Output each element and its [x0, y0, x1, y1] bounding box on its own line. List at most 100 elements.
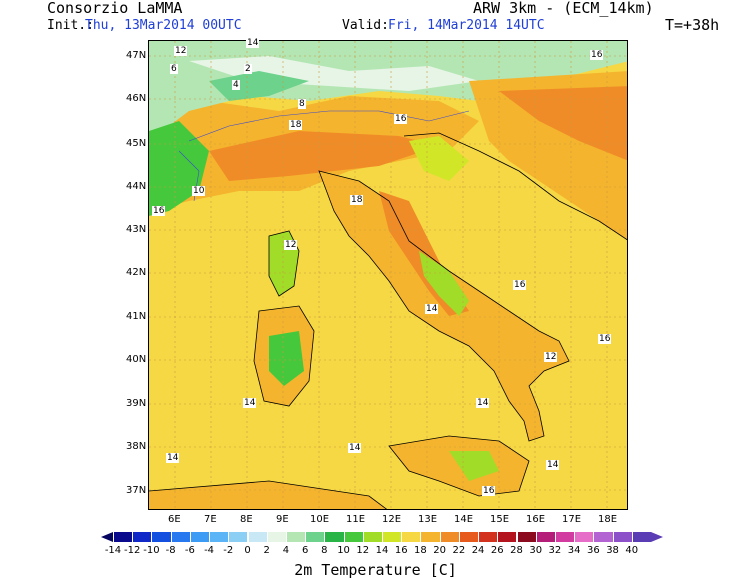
colorbar-tick-label: 22	[452, 545, 466, 556]
temp-label: 14	[246, 38, 260, 48]
colorbar-swatch	[535, 532, 555, 542]
lon-label: 15E	[490, 514, 510, 525]
lat-label: 44N	[126, 181, 147, 192]
temp-label: 8	[298, 99, 306, 109]
colorbar-swatch	[285, 532, 306, 542]
colorbar-tick-label: 24	[471, 545, 485, 556]
lat-label: 46N	[126, 93, 147, 104]
temp-label: 14	[546, 460, 560, 470]
colorbar-swatch	[209, 532, 229, 542]
colorbar-tick-label: -2	[223, 545, 234, 556]
valid-value: Fri, 14Mar2014 14UTC	[388, 18, 545, 33]
colorbar-tick-label: 18	[414, 545, 427, 556]
lat-label: 43N	[126, 224, 147, 235]
lon-label: 13E	[418, 514, 438, 525]
colorbar-tick-label: 4	[282, 545, 290, 556]
colorbar-swatch	[574, 532, 594, 542]
init-label: Init.:	[47, 18, 94, 33]
lat-label: 39N	[126, 398, 147, 409]
colorbar-tick-label: 6	[301, 545, 309, 556]
lon-label: 8E	[240, 514, 253, 525]
colorbar-swatch	[305, 532, 325, 542]
temp-label: 6	[170, 64, 178, 74]
colorbar-swatch	[478, 532, 498, 542]
colorbar-tick-label: 12	[356, 545, 370, 556]
colorbar-swatch	[382, 532, 402, 542]
lon-label: 14E	[454, 514, 474, 525]
graticule	[149, 41, 627, 509]
model-title: ARW 3km - (ECM_14km)	[473, 0, 654, 17]
temp-label: 12	[544, 352, 558, 362]
lat-label: 42N	[126, 267, 147, 278]
colorbar-tick-label: -10	[143, 545, 160, 556]
colorbar-tick-label: 28	[510, 545, 523, 556]
colorbar-swatch	[170, 532, 190, 542]
colorbar-swatch	[612, 532, 632, 542]
temp-label: 18	[350, 195, 364, 205]
temp-label: 10	[192, 186, 206, 196]
coastlines	[149, 132, 627, 509]
temp-label: 16	[394, 114, 408, 124]
colorbar-tick-label: 32	[548, 545, 562, 556]
temp-label: 14	[348, 443, 362, 453]
lon-label: 12E	[382, 514, 402, 525]
colorbar-left-arrow	[101, 532, 113, 542]
colorbar-tick-label: 20	[433, 545, 447, 556]
temp-label: 12	[284, 240, 298, 250]
colorbar-tick-label: 40	[625, 545, 639, 556]
temp-label: 14	[425, 304, 439, 314]
colorbar-tick-label: 26	[490, 545, 504, 556]
colorbar-swatch	[631, 532, 651, 542]
colorbar-tick-label: 38	[606, 545, 619, 556]
colorbar-swatch	[151, 532, 171, 542]
init-value: Thu, 13Mar2014 00UTC	[85, 18, 242, 33]
temp-label: 12	[174, 46, 188, 56]
colorbar-tick-label: -14	[104, 545, 122, 556]
lon-label: 18E	[598, 514, 618, 525]
temp-label: 14	[476, 398, 490, 408]
temp-label: 4	[232, 80, 240, 90]
temp-label: 14	[243, 398, 257, 408]
colorbar-tick-label: -8	[165, 545, 176, 556]
lon-label: 11E	[346, 514, 366, 525]
temp-label: 16	[590, 50, 604, 60]
sardinia-interior	[269, 331, 304, 386]
colorbar-swatch	[132, 532, 152, 542]
lon-label: 16E	[526, 514, 546, 525]
balkans-hot	[499, 86, 627, 161]
colorbar-tick-label: 2	[263, 545, 270, 556]
org-title: Consorzio LaMMA	[47, 0, 183, 17]
colorbar-swatch	[324, 532, 344, 542]
colorbar-swatch	[554, 532, 575, 542]
colorbar-swatch	[113, 532, 133, 542]
lat-label: 45N	[126, 138, 147, 149]
colorbar-tick-label: 10	[337, 545, 350, 556]
colorbar-tick-label: -4	[204, 545, 215, 556]
lat-label: 47N	[126, 50, 147, 61]
temperature-map	[148, 40, 628, 510]
lon-label: 10E	[310, 514, 330, 525]
alps-green	[209, 71, 309, 101]
lat-label: 37N	[126, 485, 147, 496]
colorbar-swatch	[189, 532, 210, 542]
colorbar-swatch	[401, 532, 421, 542]
colorbar-swatch	[439, 532, 459, 542]
colorbar-swatch	[516, 532, 536, 542]
colorbar-tick-label: -12	[124, 545, 141, 556]
alps-cold	[189, 56, 479, 91]
colorbar-title: 2m Temperature [C]	[294, 561, 457, 579]
lead-time: T=+38h	[665, 16, 720, 34]
colorbar-tick-label: 36	[586, 545, 600, 556]
colorbar-swatch	[458, 532, 479, 542]
colorbar-tick-label: 14	[375, 545, 389, 556]
lat-label: 38N	[126, 441, 147, 452]
colorbar-tick-label: 34	[567, 545, 581, 556]
colorbar-swatch	[420, 532, 440, 542]
lon-label: 6E	[168, 514, 181, 525]
colorbar-tick-label: 16	[394, 545, 408, 556]
colorbar-swatch	[593, 532, 613, 542]
lon-label: 17E	[562, 514, 582, 525]
colorbar-swatch	[228, 532, 248, 542]
temp-label: 14	[166, 453, 180, 463]
colorbar-swatch	[497, 532, 517, 542]
